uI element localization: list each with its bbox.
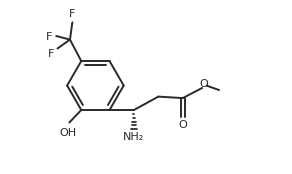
Text: OH: OH bbox=[59, 128, 77, 138]
Text: O: O bbox=[178, 120, 187, 130]
Text: NH₂: NH₂ bbox=[123, 132, 145, 142]
Text: F: F bbox=[46, 32, 53, 42]
Text: F: F bbox=[48, 49, 55, 59]
Text: F: F bbox=[69, 9, 76, 19]
Text: O: O bbox=[200, 79, 208, 89]
